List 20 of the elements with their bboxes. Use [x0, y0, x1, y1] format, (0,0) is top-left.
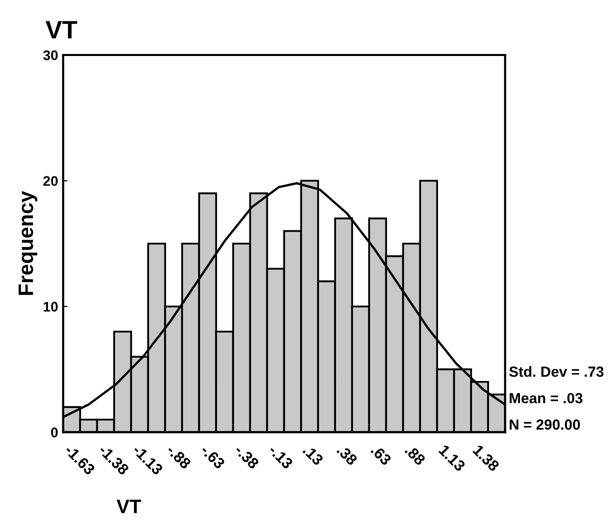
x-tick-label: .88	[404, 444, 426, 466]
x-tick-label: -.38	[234, 444, 260, 470]
x-tick-label: .38	[336, 444, 358, 466]
x-tick-label: .13	[302, 444, 324, 466]
x-tick-label: -.63	[200, 444, 226, 470]
y-tick-label: 30	[43, 50, 58, 60]
x-tick-label: 1.38	[472, 444, 500, 472]
chart-title: VT	[46, 21, 78, 38]
y-axis-title: Frequency	[18, 191, 38, 295]
text: Std. Dev = .73	[509, 366, 604, 377]
x-tick-label: -.13	[268, 444, 294, 470]
x-axis-title: VT	[116, 500, 142, 514]
text: Mean = .03	[510, 392, 582, 404]
x-tick-label: -.88	[166, 444, 192, 470]
x-tick-label: .63	[370, 444, 392, 466]
y-tick-label: 10	[44, 302, 58, 312]
text: N = 290.00	[510, 419, 580, 430]
x-tick-label: 1.13	[438, 444, 466, 472]
y-tick-label: 20	[43, 176, 58, 186]
y-tick-label: 0	[51, 428, 58, 438]
